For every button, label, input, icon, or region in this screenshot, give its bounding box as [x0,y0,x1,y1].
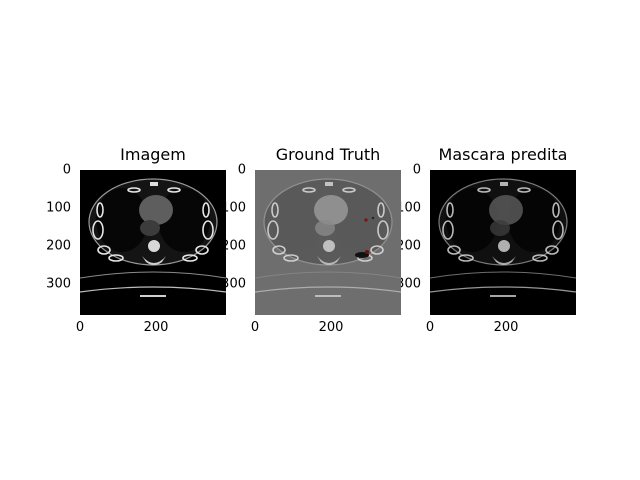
ct-image-pred [430,170,576,315]
ct-image-ct [80,170,226,315]
ct-image-gt [255,170,401,315]
mask-region [355,252,369,258]
